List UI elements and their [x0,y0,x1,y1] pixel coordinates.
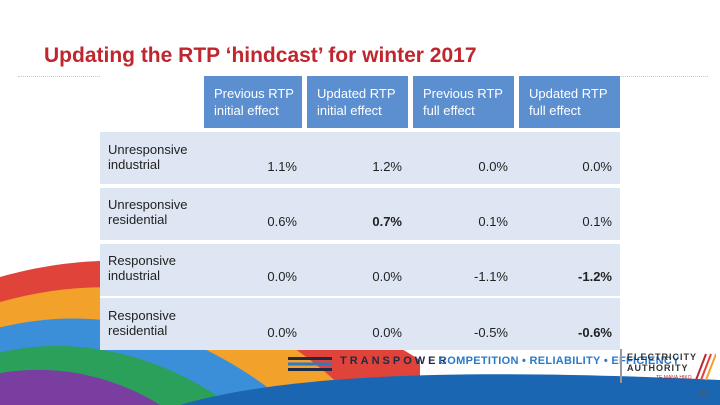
footer-divider [620,349,622,383]
row-label: Responsive industrial [108,253,176,283]
row-label: Unresponsive residential [108,197,188,227]
table-cell: 1.2% [372,159,402,174]
header-updated-full: Updated RTP full effect [519,76,620,128]
row-label: Responsive residential [108,308,176,338]
table-cell: 0.7% [372,214,402,229]
header-updated-initial: Updated RTP initial effect [307,76,408,128]
table-cell: 1.1% [267,159,297,174]
table-row [100,132,620,184]
table-cell: 0.6% [267,214,297,229]
row-label: Unresponsive industrial [108,142,188,172]
table-cell: -1.1% [474,269,508,284]
header-label: Updated RTP full effect [529,86,608,118]
table-cell: 0.0% [478,159,508,174]
table-cell: -0.6% [578,325,612,340]
table-cell: 0.0% [582,159,612,174]
table-cell: -0.5% [474,325,508,340]
header-label: Previous RTP initial effect [214,86,294,118]
table-row [100,188,620,240]
table-cell: 0.0% [372,269,402,284]
ea-line1: ELECTRICITY [627,352,698,362]
page-number: 62 [699,388,708,397]
electricity-authority-logo: ELECTRICITY AUTHORITY [627,352,697,374]
transpower-wordmark: TRANSPOWER [340,355,450,367]
ea-subtitle: TE MANA HIKO [656,375,692,381]
header-label: Previous RTP full effect [423,86,503,118]
table-cell: 0.1% [582,214,612,229]
rtp-table: Previous RTP initial effect Updated RTP … [100,76,620,350]
ea-line2: AUTHORITY [627,363,689,373]
header-previous-full: Previous RTP full effect [413,76,514,128]
header-previous-initial: Previous RTP initial effect [204,76,302,128]
ea-stripes-icon [695,353,716,381]
table-cell: 0.0% [267,269,297,284]
page-title: Updating the RTP ‘hindcast’ for winter 2… [44,44,477,67]
table-cell: 0.0% [267,325,297,340]
header-label: Updated RTP initial effect [317,86,396,118]
table-cell: 0.0% [372,325,402,340]
table-cell: 0.1% [478,214,508,229]
table-row [100,298,620,350]
footer-tagline: COMPETITION • RELIABILITY • EFFICIENCY [439,355,680,367]
table-row [100,244,620,296]
transpower-logo-icon [288,357,332,371]
table-cell: -1.2% [578,269,612,284]
